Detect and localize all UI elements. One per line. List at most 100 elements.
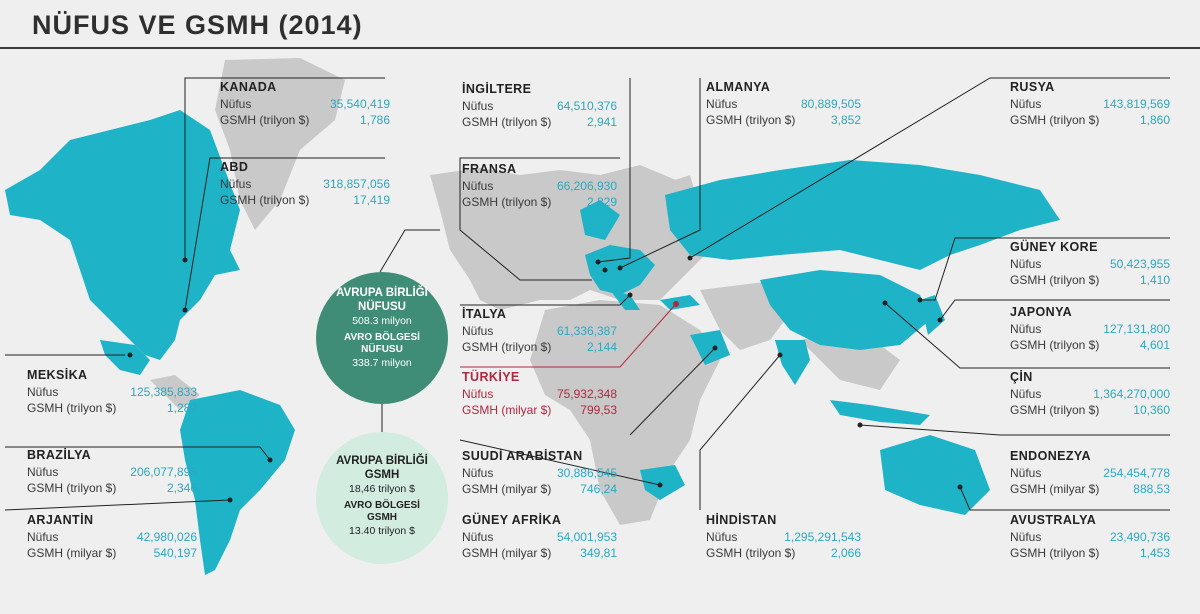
location-dots — [127, 255, 963, 503]
gdp-label: GSMH (milyar $) — [1010, 482, 1100, 496]
eu-population-value: 508.3 milyon — [352, 315, 412, 327]
gdp-value: 10,360 — [1133, 403, 1170, 417]
gdp-value: 1,786 — [359, 113, 390, 127]
gdp-label: GSMH (milyar $) — [27, 546, 117, 560]
gdp-value: 888,53 — [1133, 482, 1170, 496]
population-value: 35,540,419 — [329, 97, 390, 111]
gdp-value: 349,81 — [580, 546, 617, 560]
population-label: Nüfus — [462, 324, 494, 338]
population-label: Nüfus — [462, 179, 494, 193]
gdp-value: 1,453 — [1139, 546, 1170, 560]
country-box-suudi-arabistan: SUUDİ ARABİSTAN Nüfus 30,886,545 GSMH (mi… — [462, 449, 617, 497]
member-land — [5, 110, 1060, 575]
country-box-brazilya: BRAZİLYA Nüfus 206,077,898 GSMH (trilyon … — [27, 448, 197, 496]
gdp-label: GSMH (trilyon $) — [1010, 403, 1100, 417]
population-value: 127,131,800 — [1103, 322, 1170, 336]
eu-population-heading: AVRUPA BİRLİĞİ NÜFUSU — [336, 287, 428, 313]
title-divider — [0, 47, 1200, 49]
country-box-italya: İTALYA Nüfus 61,336,387 GSMH (trilyon $) 2… — [462, 307, 617, 355]
country-name: ENDONEZYA — [1010, 449, 1091, 463]
country-name: RUSYA — [1010, 80, 1055, 94]
eu-gdp-heading: AVRUPA BİRLİĞİ GSMH — [336, 455, 428, 481]
population-value: 64,510,376 — [556, 99, 617, 113]
population-label: Nüfus — [462, 466, 494, 480]
gdp-label: GSMH (trilyon $) — [706, 113, 796, 127]
country-name: AVUSTRALYA — [1010, 513, 1097, 527]
country-box-kanada: KANADA Nüfus 35,540,419 GSMH (trilyon $) 1… — [220, 80, 390, 128]
country-box-japonya: JAPONYA Nüfus 127,131,800 GSMH (trilyon $… — [1010, 305, 1170, 353]
country-name: BRAZİLYA — [27, 448, 92, 462]
eurozone-gdp-value: 13.40 trilyon $ — [349, 525, 415, 537]
population-label: Nüfus — [462, 387, 494, 401]
page-title: NÜFUS VE GSMH (2014) — [32, 10, 363, 40]
population-label: Nüfus — [27, 530, 59, 544]
gdp-value: 746,24 — [580, 482, 617, 496]
country-box-arjantin: ARJANTİN Nüfus 42,980,026 GSMH (milyar $)… — [27, 513, 197, 561]
leader-lines — [4, 77, 1170, 511]
population-value: 50,423,955 — [1109, 257, 1170, 271]
gdp-value: 1,410 — [1139, 273, 1170, 287]
population-value: 61,336,387 — [556, 324, 617, 338]
gdp-value: 540,197 — [153, 546, 197, 560]
country-name: GÜNEY AFRİKA — [462, 513, 562, 527]
gdp-value: 799,53 — [580, 403, 617, 417]
eurozone-gdp-heading: AVRO BÖLGESİ GSMH — [344, 500, 420, 523]
country-box-meksika: MEKSİKA Nüfus 125,385,833 GSMH (trilyon $… — [27, 368, 197, 416]
population-value: 206,077,898 — [130, 465, 197, 479]
country-box-abd: ABD Nüfus 318,857,056 GSMH (trilyon $) 17,… — [220, 160, 390, 208]
population-value: 75,932,348 — [556, 387, 617, 401]
population-label: Nüfus — [1010, 322, 1042, 336]
country-name: İTALYA — [462, 307, 507, 321]
gdp-value: 2,066 — [830, 546, 861, 560]
eu-gdp-value: 18,46 trilyon $ — [349, 483, 415, 495]
population-label: Nüfus — [220, 97, 252, 111]
country-box-rusya: RUSYA Nüfus 143,819,569 GSMH (trilyon $) 1… — [1010, 80, 1170, 128]
population-value: 80,889,505 — [800, 97, 861, 111]
country-name: FRANSA — [462, 162, 517, 176]
population-value: 143,819,569 — [1103, 97, 1170, 111]
gdp-label: GSMH (trilyon $) — [462, 340, 552, 354]
population-value: 23,490,736 — [1109, 530, 1170, 544]
population-value: 254,454,778 — [1103, 466, 1170, 480]
gdp-label: GSMH (trilyon $) — [462, 195, 552, 209]
country-box-turkiye: TÜRKİYE Nüfus 75,932,348 GSMH (milyar $) 7… — [462, 370, 617, 418]
country-box-fransa: FRANSA Nüfus 66,206,930 GSMH (trilyon $) 2… — [462, 162, 617, 210]
country-box-guney-kore: GÜNEY KORE Nüfus 50,423,955 GSMH (trilyon… — [1010, 240, 1170, 288]
gdp-label: GSMH (trilyon $) — [1010, 338, 1100, 352]
gdp-label: GSMH (trilyon $) — [220, 193, 310, 207]
country-name: JAPONYA — [1010, 305, 1073, 319]
gdp-label: GSMH (trilyon $) — [1010, 273, 1100, 287]
gdp-value: 1,282 — [166, 401, 197, 415]
population-label: Nüfus — [706, 97, 738, 111]
population-value: 125,385,833 — [130, 385, 197, 399]
gdp-value: 1,860 — [1139, 113, 1170, 127]
population-value: 30,886,545 — [556, 466, 617, 480]
country-name: KANADA — [220, 80, 277, 94]
turkey-leader-line — [460, 304, 676, 368]
population-label: Nüfus — [1010, 530, 1042, 544]
population-label: Nüfus — [220, 177, 252, 191]
population-label: Nüfus — [27, 465, 59, 479]
population-value: 1,364,270,000 — [1093, 387, 1170, 401]
country-name: GÜNEY KORE — [1010, 240, 1098, 254]
gdp-label: GSMH (trilyon $) — [462, 115, 552, 129]
country-name: ÇİN — [1010, 370, 1033, 384]
gdp-label: GSMH (milyar $) — [462, 403, 552, 417]
country-name: İNGİLTERE — [462, 82, 532, 96]
population-label: Nüfus — [1010, 97, 1042, 111]
population-label: Nüfus — [27, 385, 59, 399]
country-name: ABD — [220, 160, 249, 174]
country-box-almanya: ALMANYA Nüfus 80,889,505 GSMH (trilyon $)… — [706, 80, 861, 128]
country-name: MEKSİKA — [27, 368, 88, 382]
country-name: TÜRKİYE — [462, 370, 520, 384]
country-box-cin: ÇİN Nüfus 1,364,270,000 GSMH (trilyon $) 1… — [1010, 370, 1170, 418]
population-value: 66,206,930 — [556, 179, 617, 193]
gdp-value: 2,144 — [586, 340, 617, 354]
gdp-value: 2,346 — [166, 481, 197, 495]
gdp-label: GSMH (trilyon $) — [706, 546, 796, 560]
gdp-value: 2,941 — [586, 115, 617, 129]
gdp-label: GSMH (trilyon $) — [27, 401, 117, 415]
country-box-guney-afrika: GÜNEY AFRİKA Nüfus 54,001,953 GSMH (milya… — [462, 513, 617, 561]
country-name: ALMANYA — [706, 80, 771, 94]
